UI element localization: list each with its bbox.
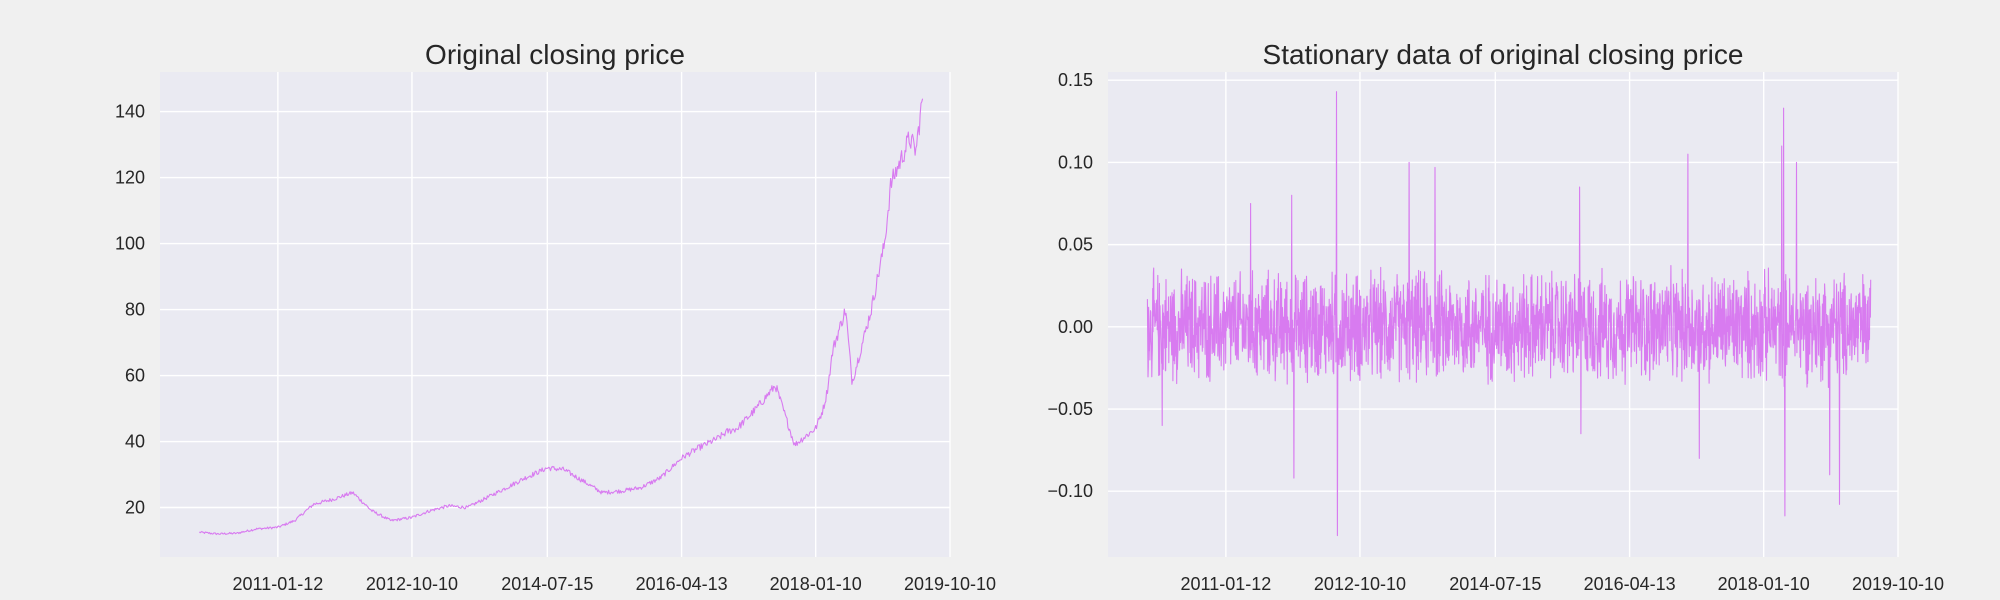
y-tick-label: 80 — [125, 300, 145, 320]
series-line — [199, 98, 924, 536]
y-tick-label: 0.00 — [1058, 317, 1093, 337]
x-tick-label: 2019-10-10 — [1852, 574, 1944, 594]
chart-title: Original closing price — [425, 39, 685, 70]
y-tick-label: 0.15 — [1058, 70, 1093, 90]
panel-stationary-data: 2011-01-12 2012-10-10 2014-07-15 2016-04-13… — [1047, 39, 1944, 594]
x-tick-label: 2019-10-10 — [904, 574, 996, 594]
x-tick-label: 2018-01-10 — [1718, 574, 1810, 594]
x-tick-label: 2012-10-10 — [1314, 574, 1406, 594]
x-tick-label: 2014-07-15 — [501, 574, 593, 594]
y-tick-label: 60 — [125, 366, 145, 386]
series-layer — [1146, 91, 1872, 537]
x-tick-labels: 2011-01-12 2012-10-10 2014-07-15 2016-04-13… — [1181, 574, 1945, 594]
x-tick-label: 2011-01-12 — [233, 574, 324, 594]
x-tick-label: 2016-04-13 — [636, 574, 728, 594]
y-tick-label: 0.05 — [1058, 235, 1093, 255]
series-layer — [199, 98, 924, 536]
grid — [160, 72, 951, 557]
y-tick-label: 100 — [115, 234, 145, 254]
y-tick-label: 20 — [125, 498, 145, 518]
chart-title: Stationary data of original closing pric… — [1263, 39, 1744, 70]
y-tick-label: −0.05 — [1047, 399, 1093, 419]
series-line — [1146, 91, 1872, 537]
x-tick-label: 2018-01-10 — [770, 574, 862, 594]
x-tick-label: 2016-04-13 — [1584, 574, 1676, 594]
x-tick-labels: 2011-01-12 2012-10-10 2014-07-15 2016-04-13… — [233, 574, 997, 594]
plot-area — [160, 72, 950, 557]
y-tick-label: 120 — [115, 168, 145, 188]
y-tick-label: 140 — [115, 102, 145, 122]
x-tick-label: 2014-07-15 — [1449, 574, 1541, 594]
x-tick-label: 2012-10-10 — [366, 574, 458, 594]
panel-original-closing-price: 2011-01-12 2012-10-10 2014-07-15 2016-04-13… — [115, 39, 996, 594]
x-tick-label: 2011-01-12 — [1181, 574, 1272, 594]
y-tick-label: −0.10 — [1047, 481, 1093, 501]
y-tick-labels: 20 40 60 80 100 120 140 — [115, 102, 145, 518]
y-tick-labels: −0.10 −0.05 0.00 0.05 0.10 0.15 — [1047, 70, 1093, 501]
y-tick-label: 40 — [125, 432, 145, 452]
y-tick-label: 0.10 — [1058, 152, 1093, 172]
